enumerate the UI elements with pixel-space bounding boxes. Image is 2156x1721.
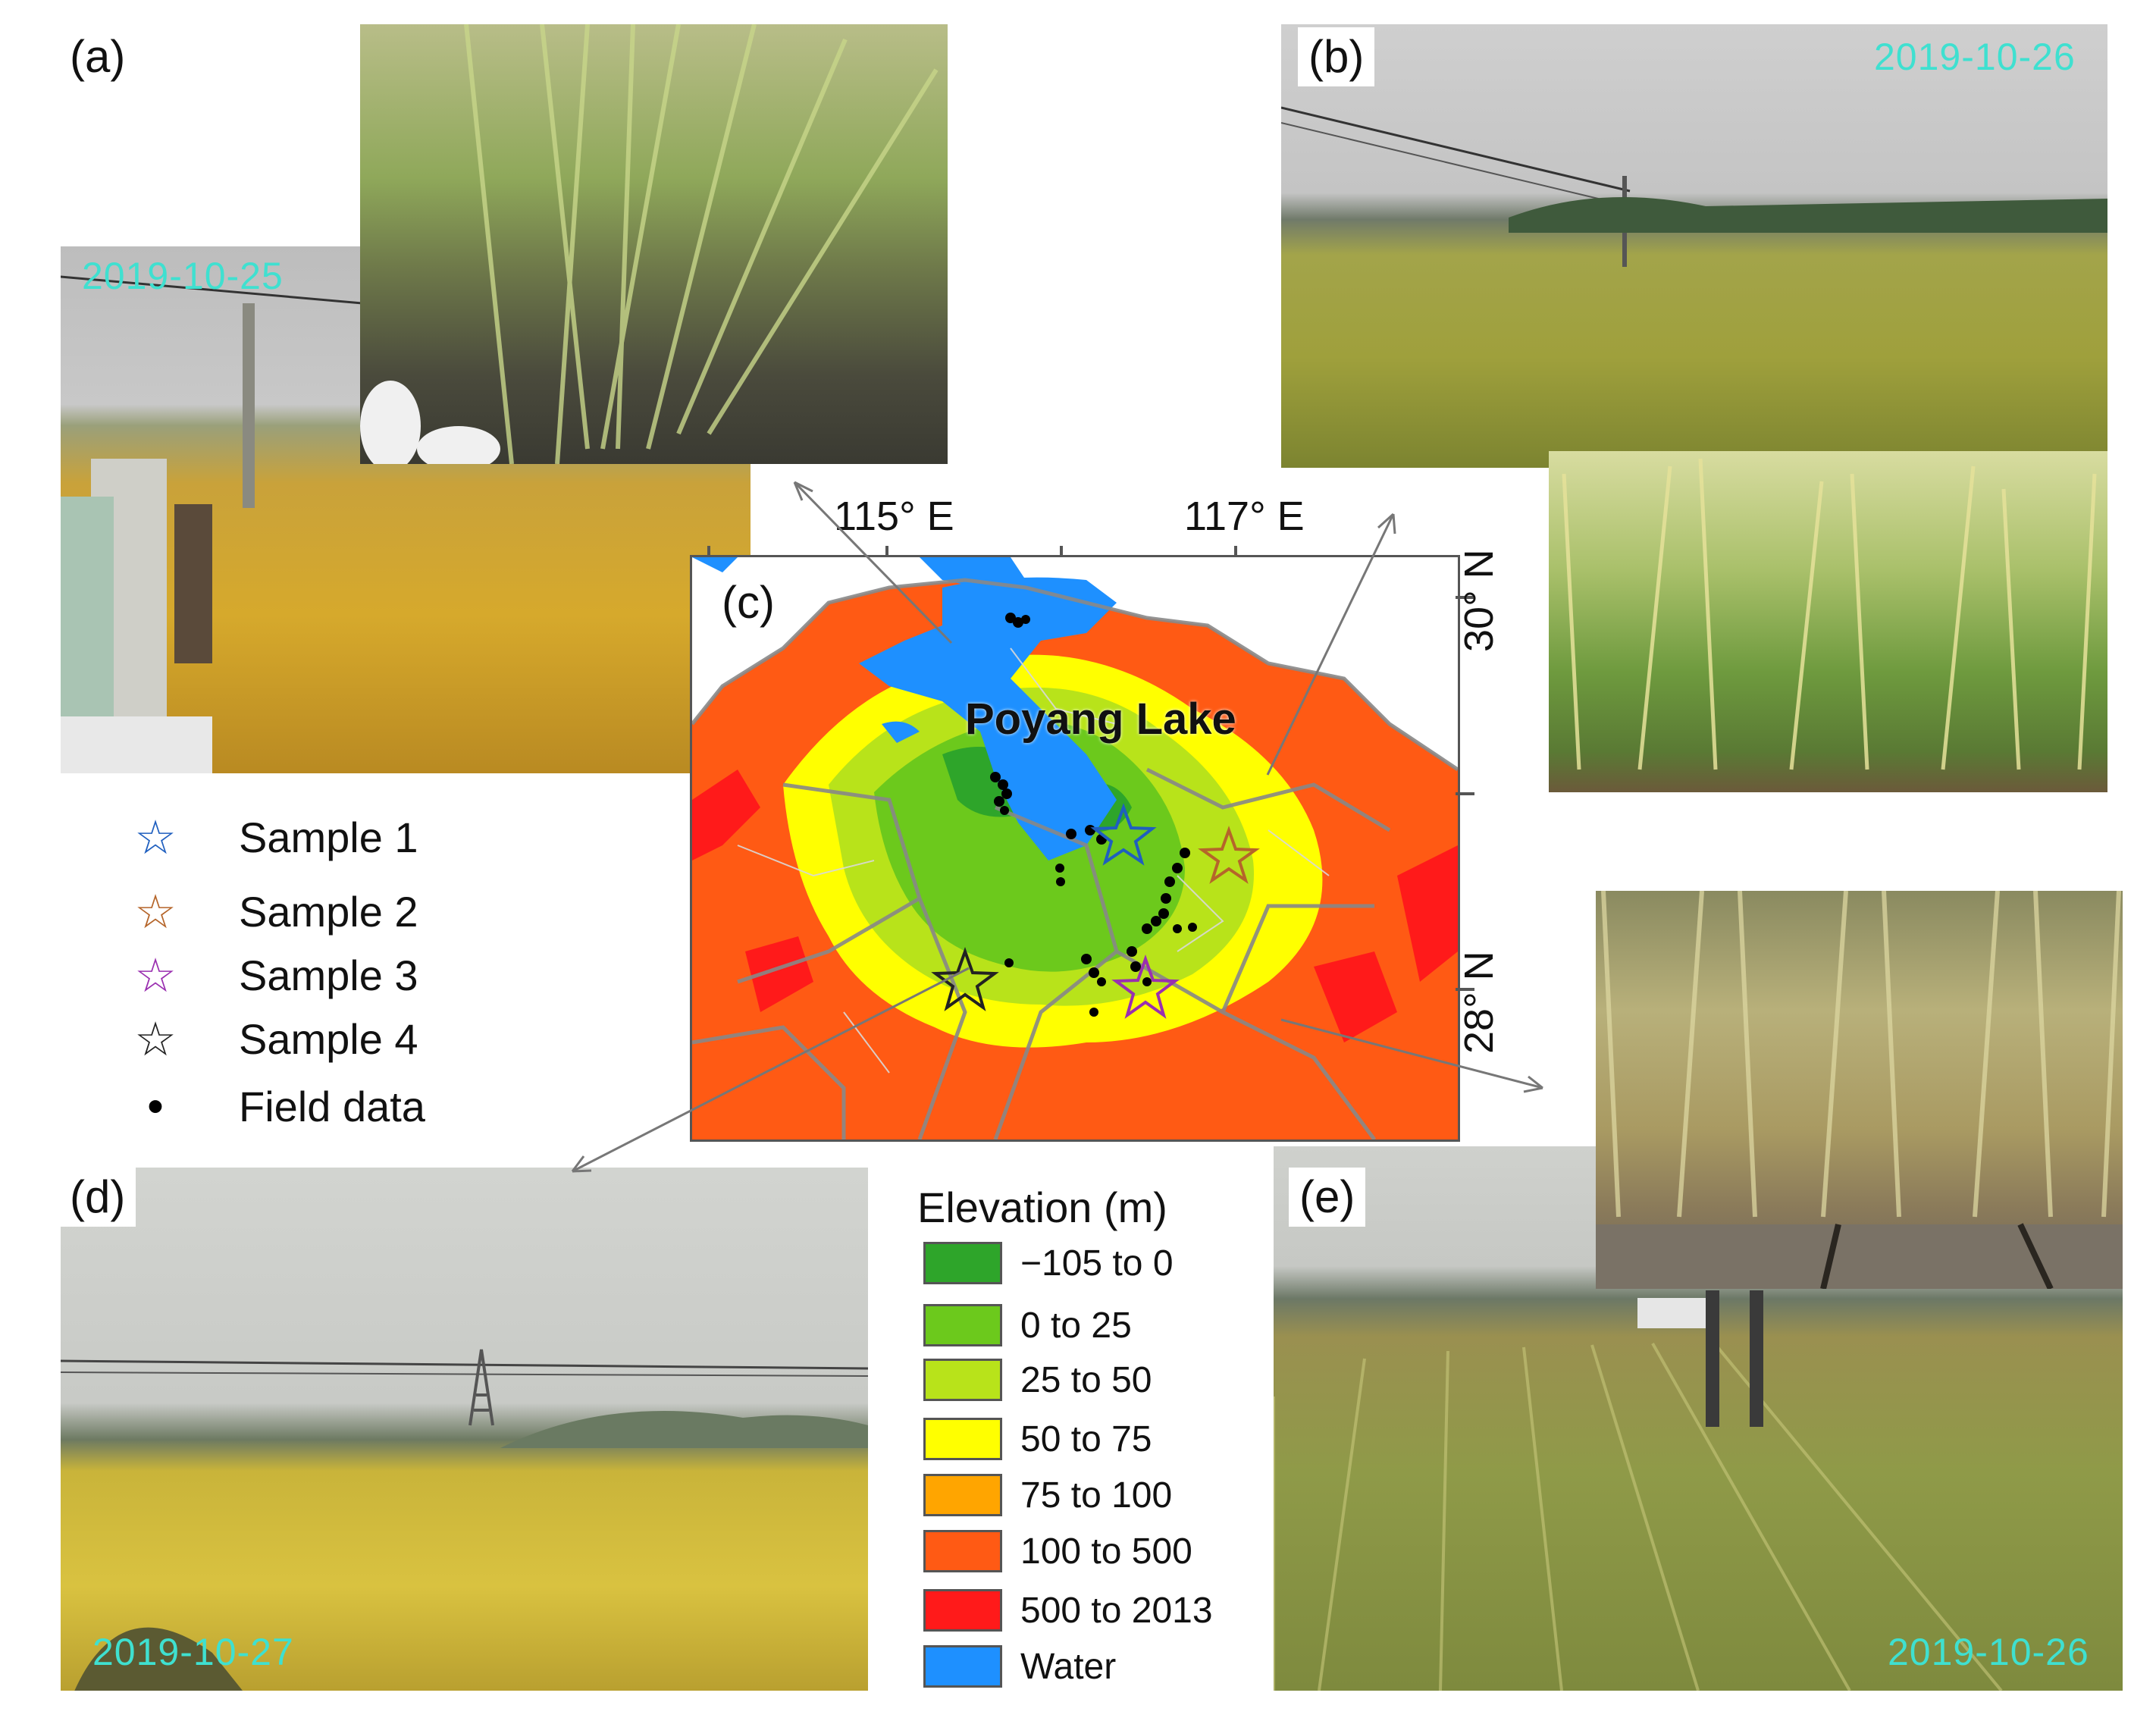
legend-field-data: • Field data (125, 1080, 425, 1133)
legend-field-data-label: Field data (239, 1083, 425, 1130)
map-sample-1-star (1090, 803, 1157, 866)
elev-swatch-6 (923, 1589, 1002, 1632)
elev-label-4: 75 to 100 (1020, 1475, 1173, 1516)
elev-item-2: 25 to 50 (923, 1359, 1152, 1401)
map-sample-2-star (1198, 826, 1260, 884)
map-sample-4-star (931, 947, 999, 1011)
photo-b-inset-rice-panicles (1549, 451, 2107, 792)
elev-item-5: 100 to 500 (923, 1530, 1192, 1572)
legend-sample-3: ☆ Sample 3 (125, 948, 418, 1003)
map-water-poyang-lake (859, 577, 1117, 861)
elev-label-2: 25 to 50 (1020, 1359, 1152, 1400)
elev-label-5: 100 to 500 (1020, 1531, 1192, 1572)
elev-item-0: −105 to 0 (923, 1242, 1174, 1284)
photo-d-paddy (61, 1168, 868, 1691)
sample-1-star-icon: ☆ (134, 812, 177, 864)
map-elev-peaks (692, 770, 1458, 1042)
elev-label-1: 0 to 25 (1020, 1305, 1132, 1346)
panel-label-c: (c) (722, 577, 775, 628)
legend-sample-4: ☆ Sample 4 (125, 1011, 418, 1067)
panel-label-e: (e) (1289, 1168, 1366, 1227)
map-lake-label: Poyang Lake (965, 694, 1236, 744)
map-study-area: Poyang Lake (690, 555, 1460, 1142)
legend-sample-2: ☆ Sample 2 (125, 884, 418, 939)
legend-sample-2-label: Sample 2 (239, 888, 418, 936)
photo-a-date: 2019-10-25 (82, 255, 284, 297)
elev-item-1: 0 to 25 (923, 1304, 1132, 1346)
lon-tick-117: 117° E (1184, 494, 1305, 539)
elev-swatch-5 (923, 1530, 1002, 1572)
panel-label-d: (d) (59, 1168, 136, 1227)
elev-swatch-0 (923, 1242, 1002, 1284)
photo-e-inset-cracked-soil (1596, 891, 2123, 1289)
map-elev-lowest (942, 747, 1132, 832)
photo-b-paddy-wide (1281, 24, 2107, 468)
elev-swatch-3 (923, 1418, 1002, 1460)
lon-tick-115: 115° E (834, 494, 954, 539)
elev-swatch-2 (923, 1359, 1002, 1401)
photo-d-date: 2019-10-27 (92, 1631, 294, 1673)
photo-a-inset-rice-closeup (360, 24, 948, 464)
elev-label-6: 500 to 2013 (1020, 1590, 1213, 1631)
sample-2-star-icon: ☆ (134, 886, 177, 939)
elev-item-3: 50 to 75 (923, 1418, 1152, 1460)
legend-sample-1: ☆ Sample 1 (125, 810, 418, 865)
elev-swatch-4 (923, 1474, 1002, 1516)
elev-label-0: −105 to 0 (1020, 1243, 1174, 1284)
elev-swatch-7 (923, 1645, 1002, 1688)
legend-sample-1-label: Sample 1 (239, 813, 418, 861)
photo-b-date: 2019-10-26 (1874, 36, 2076, 78)
photo-e-date: 2019-10-26 (1888, 1631, 2089, 1673)
map-ticks (707, 546, 1474, 991)
map-elev-low (874, 720, 1185, 972)
elev-item-6: 500 to 2013 (923, 1589, 1213, 1632)
elev-item-4: 75 to 100 (923, 1474, 1172, 1516)
elev-label-3: 50 to 75 (1020, 1418, 1152, 1459)
sample-4-star-icon: ☆ (134, 1014, 177, 1066)
legend-sample-4-label: Sample 4 (239, 1015, 418, 1063)
map-field-data-points (990, 613, 1197, 1017)
map-water-north (692, 557, 1026, 588)
field-data-dot-icon: • (147, 1080, 164, 1133)
elev-item-7: Water (923, 1645, 1116, 1688)
elev-swatch-1 (923, 1304, 1002, 1346)
legend-sample-3-label: Sample 3 (239, 951, 418, 999)
panel-label-a: (a) (59, 27, 136, 86)
map-sample-3-star (1111, 955, 1180, 1019)
elev-label-7: Water (1020, 1646, 1117, 1687)
sample-3-star-icon: ☆ (134, 950, 177, 1002)
panel-label-b: (b) (1298, 27, 1375, 86)
elevation-legend-title: Elevation (m) (917, 1183, 1167, 1231)
